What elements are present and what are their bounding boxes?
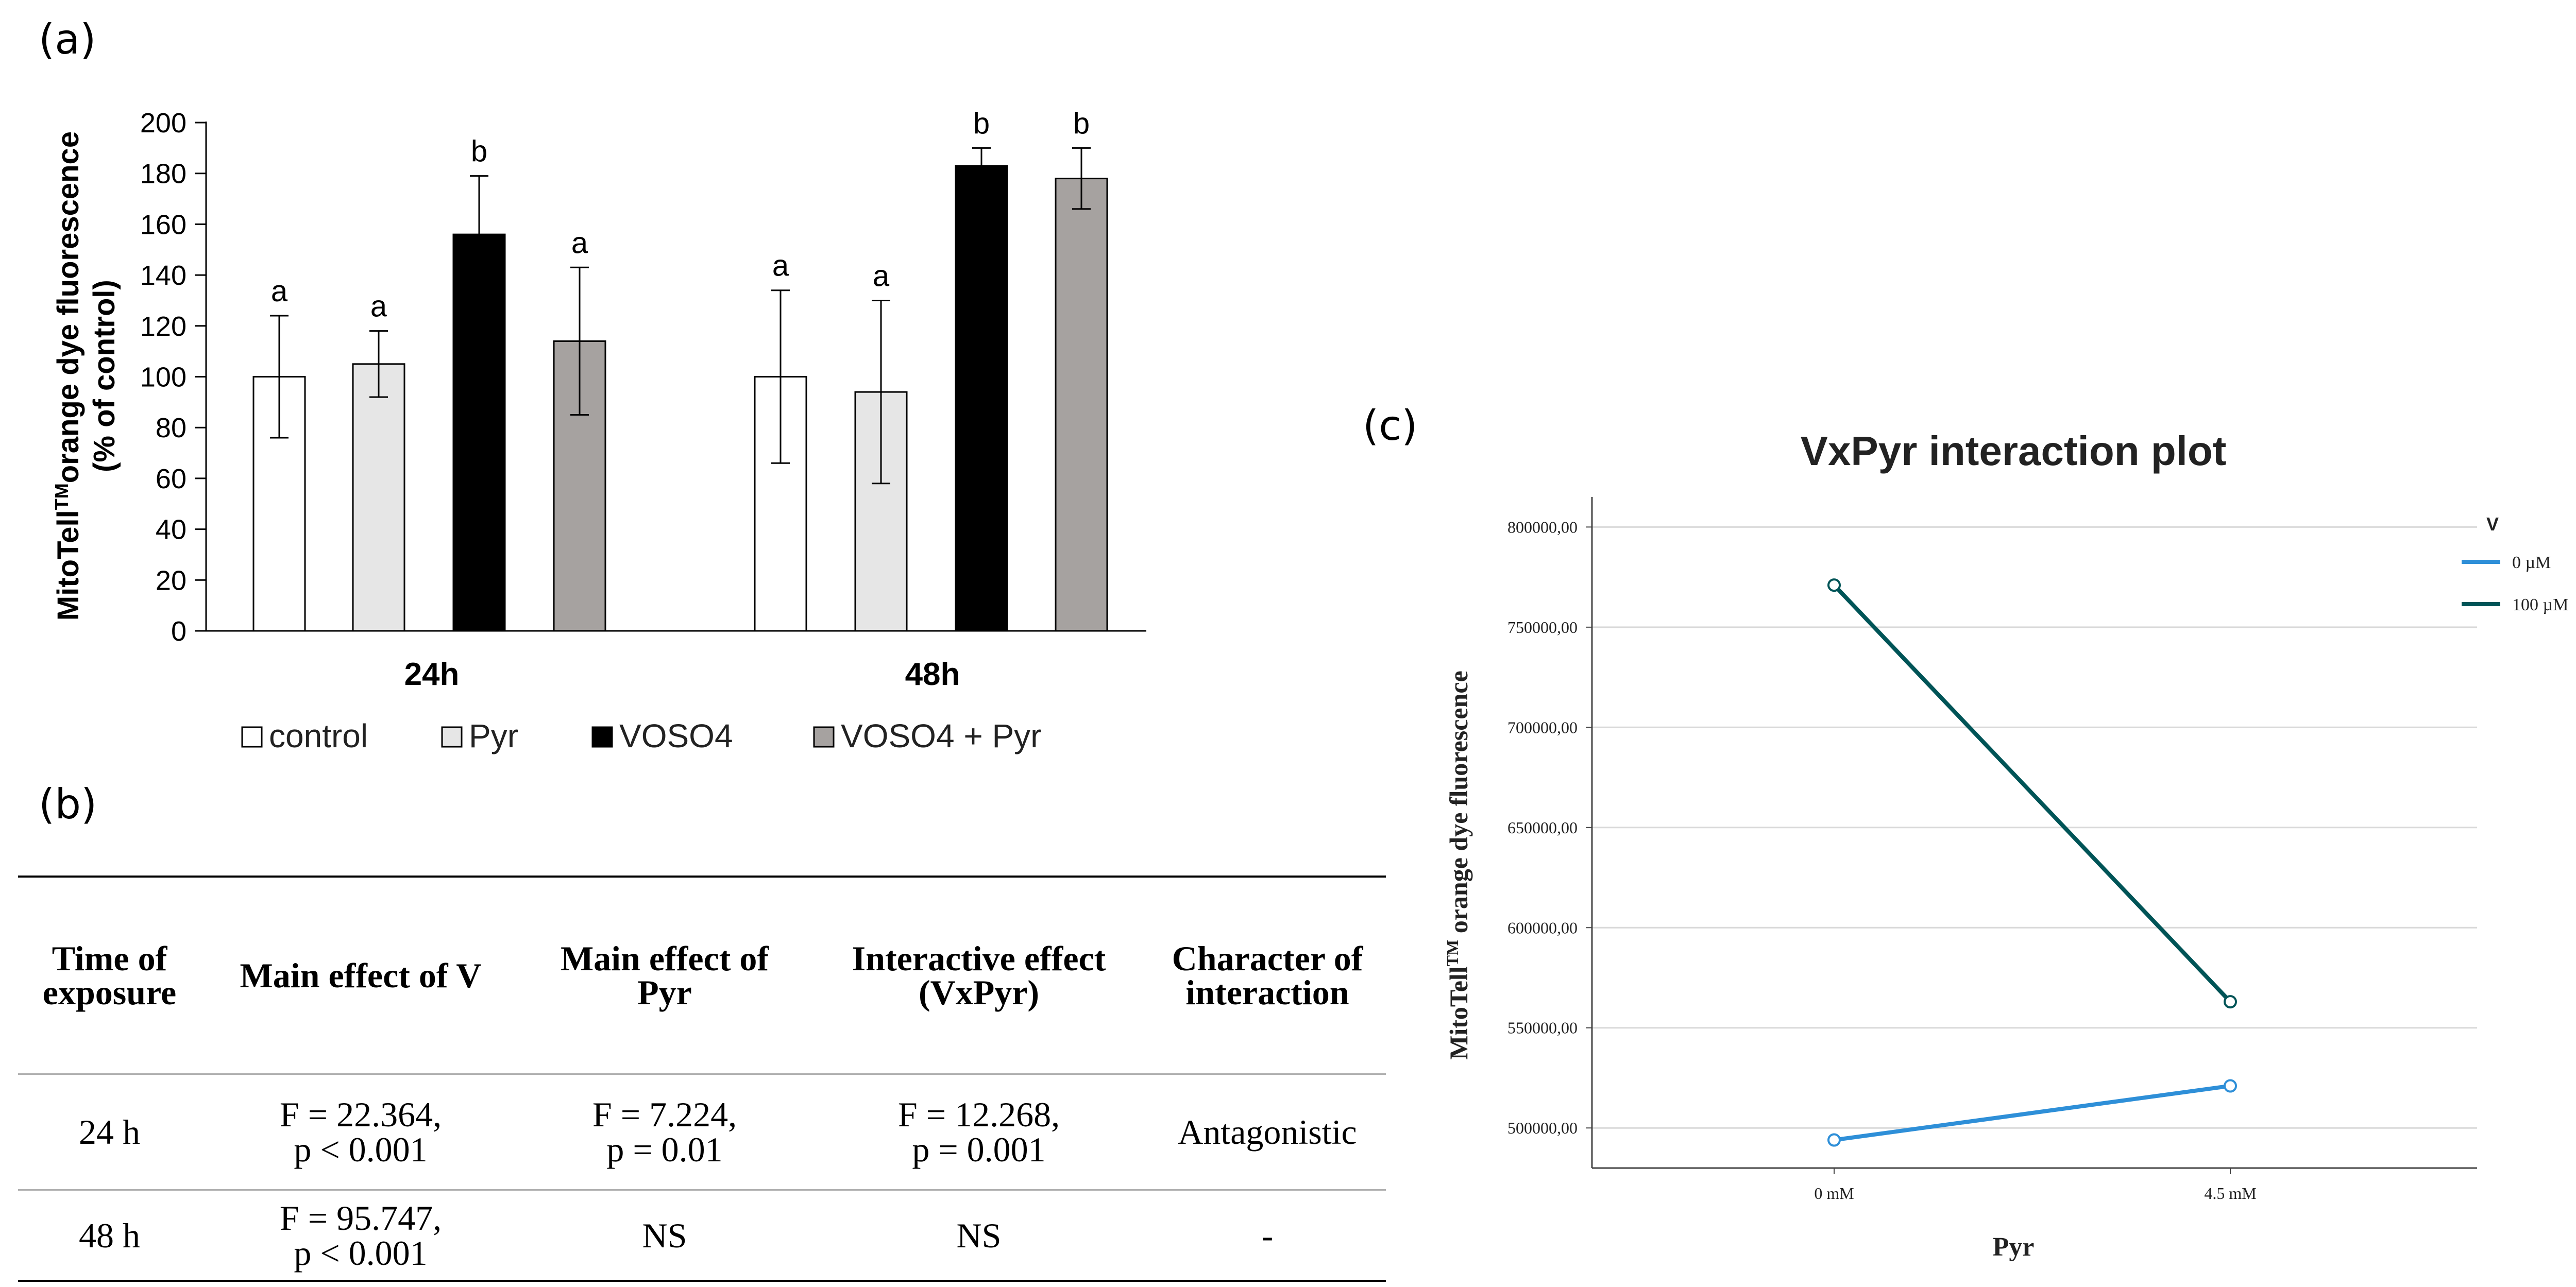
cell-character: Antagonistic (1178, 1112, 1357, 1152)
y-tick-label: 100 (140, 362, 187, 393)
y-tick-label: 80 (156, 413, 187, 443)
panel-label-a: (a) (39, 15, 96, 63)
bar-voso4 (955, 165, 1008, 632)
significance-letter: a (370, 290, 387, 323)
table-row: 48 h F = 95.747, p < 0.001 NS NS - (18, 1190, 1386, 1281)
anova-table: Time of exposure Main effect of V Main e… (18, 876, 1386, 1282)
significance-letter: a (271, 274, 288, 308)
legend-swatch (813, 726, 835, 748)
header-character: Character of interaction (1172, 939, 1363, 1012)
y-tick-label: 40 (156, 514, 187, 545)
legend-label: 0 µM (2512, 553, 2551, 572)
legend-swatch (241, 726, 263, 748)
legend-label: 100 µM (2512, 595, 2568, 614)
y-tick-label: 120 (140, 311, 187, 342)
data-point (2224, 1079, 2237, 1093)
legend-label: VOSO4 (619, 717, 733, 754)
legend-title: V (2486, 513, 2499, 535)
cell-time: 48 h (79, 1215, 140, 1255)
legend-label: control (269, 717, 368, 754)
y-tick-label: 60 (156, 464, 187, 494)
bar-pyr (352, 363, 405, 632)
cell-time: 24 h (79, 1112, 140, 1152)
data-point (1827, 578, 1841, 592)
y-axis-label: MitoTellTMorange dye fluorescence (% of c… (51, 131, 121, 621)
legend-label: Pyr (469, 717, 518, 754)
panel-label-b: (b) (39, 780, 97, 828)
cell-main-pyr: F = 7.224, p = 0.01 (592, 1095, 737, 1169)
significance-letter: b (973, 107, 990, 140)
y-tick-label: 500000,00 (1507, 1119, 1578, 1137)
y-axis-title-line1: MitoTellTMorange dye fluorescence (51, 131, 85, 621)
axis-labels: Pyr MitoTellTM orange dye fluorescence (1443, 671, 2034, 1262)
y-tick-label: 160 (140, 209, 187, 240)
axes (205, 122, 1146, 632)
y-axis-title: MitoTellTM orange dye fluorescence (1443, 671, 1473, 1060)
y-tick-label: 200 (140, 108, 187, 139)
cell-main-pyr: NS (642, 1215, 687, 1255)
cell-main-v: F = 22.364, p < 0.001 (279, 1095, 442, 1169)
legend-swatch (591, 726, 613, 748)
x-tick-label: 0 mM (1814, 1184, 1854, 1203)
table-row: 24 h F = 22.364, p < 0.001 F = 7.224, p = … (18, 1074, 1386, 1190)
cell-main-v: F = 95.747, p < 0.001 (279, 1198, 442, 1273)
header-time: Time of exposure (42, 939, 177, 1012)
data-point (1827, 1133, 1841, 1147)
cell-interactive: F = 12.268, p = 0.001 (897, 1095, 1060, 1169)
cell-interactive: NS (956, 1215, 1002, 1255)
panel-label-c: (c) (1363, 402, 1418, 450)
axes: 0 mM 4.5 mM (1591, 497, 2477, 1203)
y-tick-label: 800000,00 (1507, 518, 1578, 536)
legend: control Pyr VOSO4 VOSO4 + Pyr (241, 717, 1041, 754)
category-labels: 24h 48h (404, 657, 960, 692)
header-interactive: Interactive effect (VxPyr) (852, 939, 1106, 1012)
significance-letter: b (1073, 107, 1090, 140)
y-tick-label: 140 (140, 260, 187, 291)
y-tick-label: 600000,00 (1507, 918, 1578, 937)
gridlines: 500000,00 550000,00 600000,00 650000,00 7000… (1507, 518, 2477, 1137)
significance-letter: a (571, 226, 588, 260)
x-category-label: 24h (404, 657, 460, 692)
series-line (1834, 1084, 2231, 1142)
header-main-pyr: Main effect of Pyr (560, 939, 769, 1012)
data-point (2224, 995, 2237, 1009)
y-axis-title-line2: (% of control) (88, 280, 121, 472)
y-tick-label: 0 (171, 616, 187, 647)
y-axis-ticks: 0 20 40 60 80 100 120 140 160 180 200 (140, 108, 206, 647)
y-tick-label: 750000,00 (1507, 618, 1578, 637)
line-series (1827, 578, 2237, 1147)
table-header-row: Time of exposure Main effect of V Main e… (18, 877, 1386, 1074)
legend-swatch (441, 726, 463, 748)
significance-letter: a (772, 249, 789, 283)
bar-chart-a: MitoTellTMorange dye fluorescence (% of c… (51, 107, 1146, 754)
y-tick-label: 650000,00 (1507, 818, 1578, 837)
y-tick-label: 700000,00 (1507, 718, 1578, 736)
y-tick-label: 550000,00 (1507, 1019, 1578, 1037)
bar-voso4-pyr (1055, 178, 1108, 632)
x-category-label: 48h (905, 657, 960, 692)
significance-letter: a (873, 259, 890, 293)
line-chart-c: VxPyr interaction plot 500000,00 550000,0… (1443, 428, 2568, 1262)
bar-series: a a a a b b a b (252, 107, 1108, 632)
y-tick-label: 20 (156, 565, 187, 596)
x-axis-title: Pyr (1993, 1232, 2035, 1262)
legend: V 0 µM 100 µM (2462, 513, 2568, 614)
series-line (1833, 584, 2232, 1003)
y-tick-label: 180 (140, 159, 187, 190)
x-tick-label: 4.5 mM (2204, 1184, 2256, 1203)
cell-character: - (1261, 1215, 1274, 1255)
bar-voso4 (452, 233, 506, 632)
chart-title: VxPyr interaction plot (1801, 428, 2227, 474)
significance-letter: b (471, 135, 487, 168)
legend-label: VOSO4 + Pyr (841, 717, 1041, 754)
header-main-v: Main effect of V (240, 956, 482, 995)
